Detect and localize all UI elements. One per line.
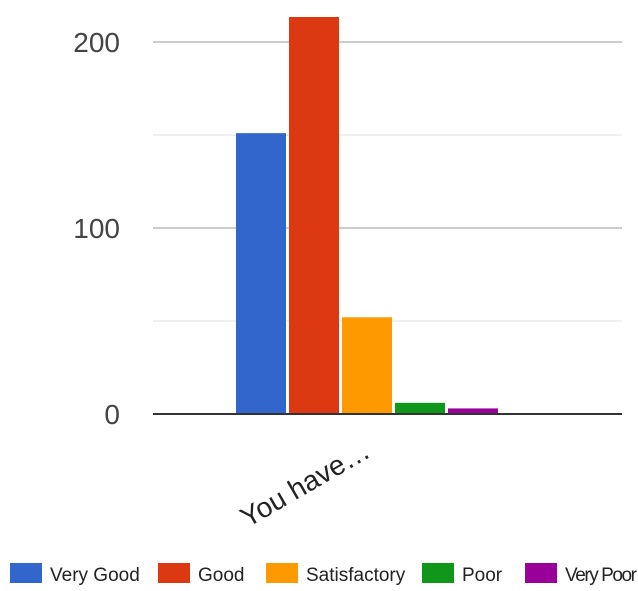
legend-item-poor[interactable]: Poor xyxy=(422,563,503,586)
y-tick-label-200: 200 xyxy=(73,27,120,58)
legend-label-good: Good xyxy=(198,565,244,586)
legend-swatch-very-poor xyxy=(525,563,557,583)
x-category-label: You have… xyxy=(235,434,375,533)
legend-label-poor: Poor xyxy=(462,565,503,586)
legend-label-satisfactory: Satisfactory xyxy=(306,565,406,586)
legend: Very Good Good Satisfactory Poor Very Poor xyxy=(10,563,638,586)
gridlines xyxy=(153,41,622,322)
category-labels: You have… xyxy=(235,434,375,533)
legend-item-very-good[interactable]: Very Good xyxy=(10,563,140,586)
legend-swatch-satisfactory xyxy=(266,563,298,583)
bar-very-poor[interactable] xyxy=(448,408,498,414)
y-tick-label-100: 100 xyxy=(73,213,120,244)
legend-swatch-very-good xyxy=(10,563,42,583)
legend-item-good[interactable]: Good xyxy=(158,563,244,586)
legend-item-satisfactory[interactable]: Satisfactory xyxy=(266,563,406,586)
legend-item-very-poor[interactable]: Very Poor xyxy=(525,563,638,586)
legend-label-very-poor: Very Poor xyxy=(565,565,638,586)
legend-swatch-good xyxy=(158,563,190,583)
bar-good[interactable] xyxy=(289,17,339,414)
bar-poor[interactable] xyxy=(395,402,445,414)
y-tick-label-0: 0 xyxy=(104,399,120,430)
y-axis-tick-labels: 0 100 200 xyxy=(73,27,120,430)
bar-satisfactory[interactable] xyxy=(342,317,392,414)
bar-very-good[interactable] xyxy=(236,133,286,414)
bars xyxy=(236,17,498,414)
legend-swatch-poor xyxy=(422,563,454,583)
legend-label-very-good: Very Good xyxy=(50,565,140,586)
